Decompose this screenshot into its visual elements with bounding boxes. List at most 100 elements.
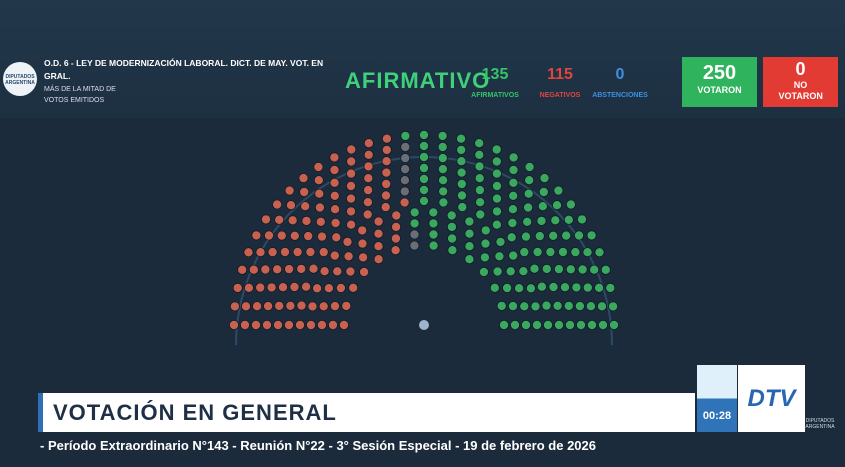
seat bbox=[495, 236, 506, 247]
seat bbox=[437, 141, 448, 152]
seat bbox=[296, 263, 307, 274]
seat bbox=[480, 238, 491, 249]
seat bbox=[348, 282, 359, 293]
seat bbox=[400, 130, 411, 141]
seat bbox=[341, 300, 352, 311]
seat bbox=[558, 247, 569, 258]
seat bbox=[250, 319, 261, 330]
seat bbox=[329, 190, 340, 201]
seat bbox=[479, 252, 490, 263]
seat bbox=[491, 193, 502, 204]
seat bbox=[346, 168, 357, 179]
seat bbox=[283, 319, 294, 330]
seat bbox=[508, 190, 519, 201]
seat bbox=[574, 230, 585, 241]
seat bbox=[314, 202, 325, 213]
seat bbox=[560, 282, 571, 293]
seat bbox=[298, 173, 309, 184]
channel-logo: DTV bbox=[738, 365, 805, 432]
seat bbox=[345, 181, 356, 192]
seat bbox=[491, 168, 502, 179]
seat bbox=[456, 144, 467, 155]
seat bbox=[509, 319, 520, 330]
seat bbox=[329, 165, 340, 176]
seat bbox=[251, 230, 262, 241]
voted-label: VOTARON bbox=[697, 85, 742, 95]
seat bbox=[446, 210, 457, 221]
seat bbox=[508, 177, 519, 188]
president-seat bbox=[419, 320, 429, 330]
seat bbox=[536, 215, 547, 226]
seat bbox=[507, 218, 518, 229]
seat bbox=[272, 199, 283, 210]
seat bbox=[329, 177, 340, 188]
seat bbox=[327, 319, 338, 330]
corner-text: ARGENTINA bbox=[805, 424, 835, 430]
seat bbox=[571, 282, 582, 293]
seat bbox=[456, 133, 467, 144]
seat bbox=[565, 199, 576, 210]
seat bbox=[391, 221, 402, 232]
tally-label: ABSTENCIONES bbox=[592, 92, 648, 99]
seat bbox=[521, 231, 532, 242]
seat bbox=[381, 144, 392, 155]
seat bbox=[263, 301, 274, 312]
seat bbox=[494, 251, 505, 262]
seat bbox=[474, 173, 485, 184]
corner-logo: DIPUTADOS ARGENTINA bbox=[800, 418, 840, 430]
seat bbox=[418, 163, 429, 174]
seat bbox=[577, 264, 588, 275]
seat bbox=[600, 264, 611, 275]
seat bbox=[561, 230, 572, 241]
seat bbox=[399, 186, 410, 197]
seat bbox=[506, 232, 517, 243]
seat bbox=[363, 185, 374, 196]
seat bbox=[522, 216, 533, 227]
seat bbox=[418, 174, 429, 185]
seat bbox=[446, 221, 457, 232]
seat bbox=[428, 229, 439, 240]
seat bbox=[543, 319, 554, 330]
seat bbox=[292, 247, 303, 258]
seat bbox=[345, 266, 356, 277]
voted-box: 250 VOTARON bbox=[682, 57, 757, 107]
seat bbox=[438, 197, 449, 208]
tally-count: 135 bbox=[481, 66, 509, 83]
tally-count: 115 bbox=[547, 66, 573, 83]
seat bbox=[491, 156, 502, 167]
subtitle: MÁS DE LA MITAD DE VOTOS EMITIDOS bbox=[44, 86, 116, 104]
seat bbox=[301, 215, 312, 226]
seat bbox=[418, 129, 429, 140]
seat bbox=[314, 188, 325, 199]
seat bbox=[381, 156, 392, 167]
seat bbox=[519, 301, 530, 312]
seat bbox=[608, 301, 619, 312]
seat bbox=[243, 282, 254, 293]
title: O.D. 6 - LEY DE MODERNIZACIÓN LABORAL. D… bbox=[44, 58, 324, 81]
seat bbox=[345, 193, 356, 204]
seat bbox=[491, 144, 502, 155]
seat bbox=[296, 300, 307, 311]
seat bbox=[474, 149, 485, 160]
clock: 00:28 bbox=[697, 365, 737, 432]
clock-text: 00:28 bbox=[702, 410, 732, 422]
seat bbox=[536, 281, 547, 292]
seat bbox=[359, 266, 370, 277]
seat bbox=[447, 233, 458, 244]
seat bbox=[323, 283, 334, 294]
seat bbox=[409, 207, 420, 218]
seat bbox=[464, 241, 475, 252]
seat bbox=[586, 230, 597, 241]
seat bbox=[552, 200, 563, 211]
seat bbox=[456, 179, 467, 190]
seat bbox=[456, 156, 467, 167]
seat bbox=[576, 319, 587, 330]
seat bbox=[534, 231, 545, 242]
seat bbox=[303, 231, 314, 242]
seat bbox=[312, 283, 323, 294]
seat bbox=[313, 162, 324, 173]
seat bbox=[491, 206, 502, 217]
seat bbox=[266, 282, 277, 293]
seat bbox=[305, 247, 316, 258]
seat bbox=[518, 266, 529, 277]
